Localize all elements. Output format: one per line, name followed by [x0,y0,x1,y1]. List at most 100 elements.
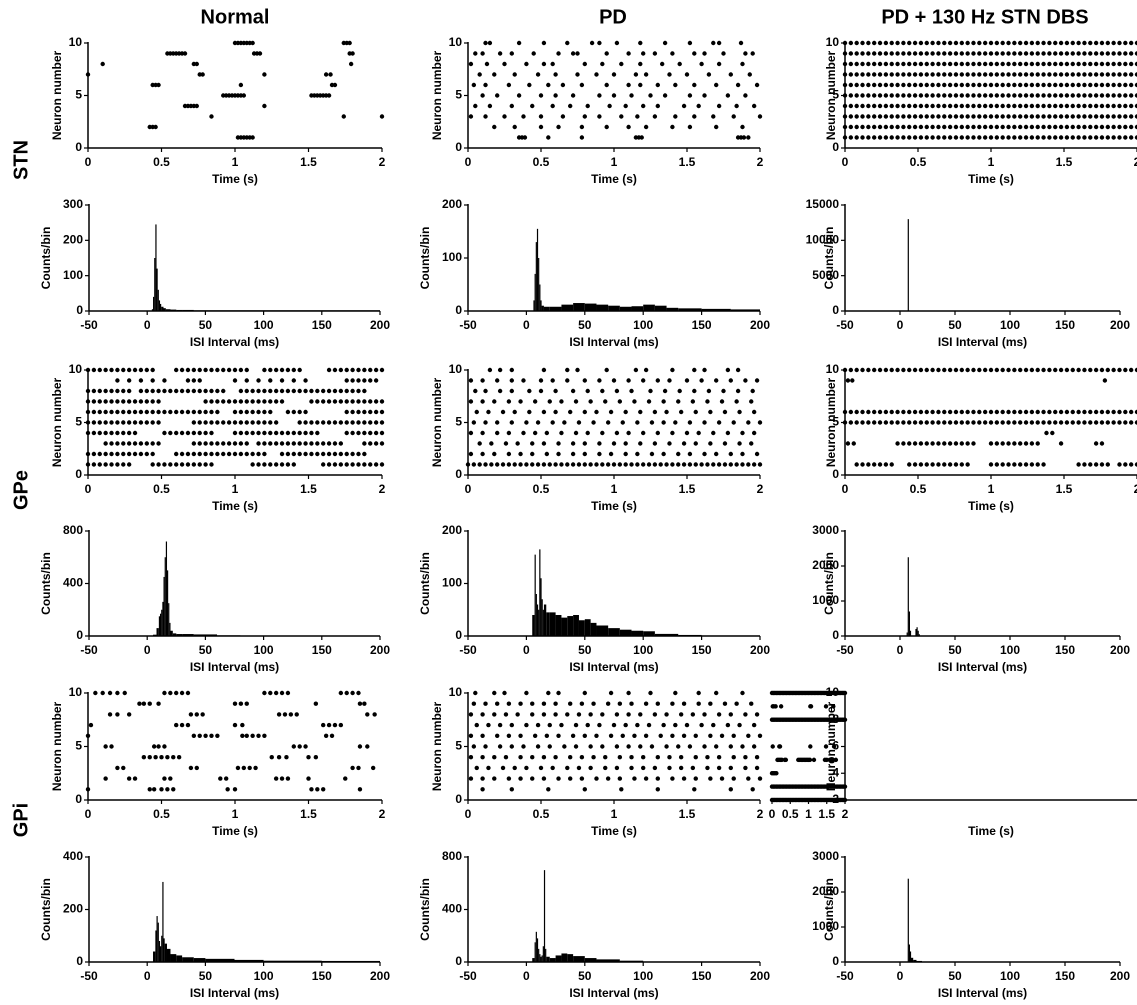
spike [1134,135,1137,140]
spike [1041,72,1046,77]
spike [538,378,544,383]
spike [687,451,693,457]
spike [1012,72,1017,77]
spike [350,409,355,415]
spike [350,462,355,467]
spike [250,388,255,394]
y-tick-label: 0 [832,467,839,481]
spike [568,103,573,109]
spike [678,755,684,760]
spike [930,367,935,373]
spike [971,40,976,46]
spike [746,135,751,140]
spike [1029,82,1035,88]
spike [191,388,197,394]
spike [185,378,191,383]
spike [1093,420,1099,425]
spike [303,441,308,446]
spike [866,40,871,46]
spike [924,61,929,67]
spike [1076,40,1081,46]
spike [924,72,929,77]
spike [1023,103,1029,109]
spike [942,40,947,46]
hist-bar [555,955,562,962]
spike [994,82,1000,88]
x-tick-label: 150 [1055,643,1075,657]
hist-bar [163,576,165,636]
spike [1064,61,1070,67]
spike [544,733,550,738]
spike [953,409,959,415]
spike [150,441,155,446]
spike [965,82,970,88]
spike [344,451,349,457]
spike [652,462,658,467]
spike [1117,124,1122,130]
spike [197,388,202,394]
spike [1053,114,1058,119]
x-tick-label: -50 [836,318,854,332]
hist-bar [573,303,585,311]
spike [1006,124,1011,130]
spike [965,93,970,98]
spike [285,441,291,446]
spike [1088,462,1093,467]
spike [115,765,120,771]
spike [268,420,273,425]
spike [562,744,567,749]
spike [179,409,185,415]
spike [85,409,91,415]
spike [250,399,255,404]
spike [808,704,814,709]
spike [321,399,326,404]
y-tick-label: 200 [63,902,83,916]
spike [197,430,202,436]
row-label: GPi [10,803,32,837]
hist-bar [619,629,632,636]
spike [705,755,710,760]
spike [629,93,634,98]
spike [854,93,859,98]
spike [1000,135,1005,140]
hist-bar [536,604,539,636]
spike [1099,114,1105,119]
spike [268,462,273,467]
spike [1093,409,1099,415]
spike [1041,82,1046,88]
spike [889,93,894,98]
spike [1018,61,1023,67]
spike [1076,409,1081,415]
spike [977,103,982,109]
spike [1041,409,1046,415]
spike [150,399,155,404]
spike [221,441,226,446]
spike [860,420,865,425]
spike [614,388,620,394]
spike [509,787,514,792]
spike [1018,135,1023,140]
spike [553,755,558,760]
hist-bar [631,306,644,311]
spike [741,135,747,140]
spike [559,430,564,436]
spike [1035,124,1040,130]
y-tick-label: 10 [69,685,83,699]
spike [877,124,883,130]
x-tick-label: -50 [459,643,477,657]
x-tick-label: 0.5 [533,807,550,821]
spike [678,409,684,415]
spike [582,61,587,67]
spike [702,744,707,749]
hist-bar [162,601,164,636]
hist-bar [160,613,162,636]
x-tick-label: 1.5 [300,482,317,496]
x-tick-label: 50 [199,969,213,983]
spike [297,409,302,415]
spike [1023,114,1029,119]
spike [518,399,523,404]
spike [103,388,108,394]
spike [918,40,924,46]
x-tick-label: 100 [254,643,274,657]
spike [754,712,760,717]
